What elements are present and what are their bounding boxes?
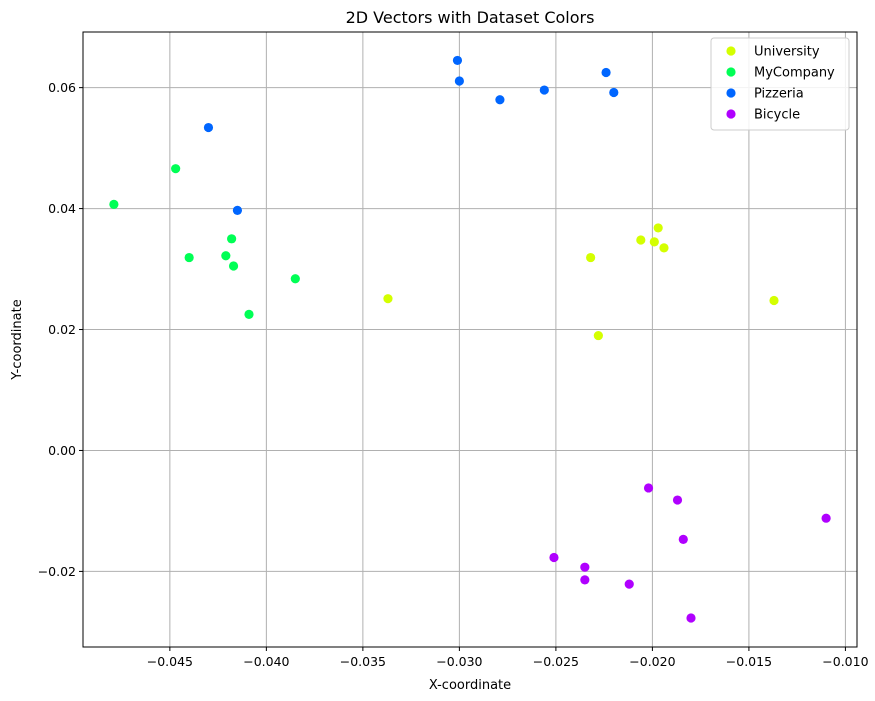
x-tick-label: −0.025 <box>533 654 579 669</box>
data-point-bicycle <box>821 513 831 523</box>
chart-title: 2D Vectors with Dataset Colors <box>346 8 595 27</box>
data-point-bicycle <box>580 562 590 572</box>
data-point-bicycle <box>678 534 688 544</box>
data-point-mycompany <box>109 199 119 209</box>
y-tick-label: −0.02 <box>38 564 76 579</box>
legend-label-university: University <box>754 45 820 60</box>
legend-marker-bicycle <box>726 109 736 119</box>
x-tick-label: −0.045 <box>147 654 193 669</box>
legend-marker-pizzeria <box>726 88 736 98</box>
data-point-mycompany <box>184 252 194 263</box>
data-point-university <box>586 252 596 263</box>
data-points <box>109 55 831 623</box>
data-point-mycompany <box>221 251 231 261</box>
data-point-pizzeria <box>203 122 214 133</box>
data-point-bicycle <box>624 579 634 589</box>
data-point-pizzeria <box>601 67 611 78</box>
data-point-university <box>593 330 603 341</box>
data-point-mycompany <box>290 274 300 284</box>
y-tick-label: 0.00 <box>48 443 76 458</box>
data-point-pizzeria <box>452 55 463 66</box>
x-tick-label: −0.010 <box>822 654 868 669</box>
legend-marker-mycompany <box>726 67 736 77</box>
data-point-mycompany <box>171 164 181 174</box>
data-point-university <box>653 223 663 233</box>
data-point-bicycle <box>686 613 696 623</box>
data-point-university <box>383 294 393 304</box>
legend-box <box>710 37 850 131</box>
y-axis-label: Y-coordinate <box>10 299 25 380</box>
axes-frame <box>82 31 858 648</box>
axis-ticks: −0.045 −0.040 −0.035 −0.030 −0.025 −0.020 −0.0… <box>38 80 869 669</box>
x-tick-label: −0.040 <box>243 654 289 669</box>
y-tick-label: 0.06 <box>48 80 76 95</box>
data-point-bicycle <box>672 495 683 505</box>
data-point-university <box>649 237 659 247</box>
data-point-bicycle <box>580 575 590 585</box>
data-point-pizzeria <box>539 85 549 95</box>
y-tick-label: 0.02 <box>48 322 76 337</box>
legend-marker-university <box>726 46 736 56</box>
data-point-mycompany <box>227 234 237 244</box>
data-point-pizzeria <box>609 87 619 98</box>
data-point-university <box>636 235 646 245</box>
data-point-university <box>769 295 779 306</box>
x-tick-label: −0.035 <box>340 654 386 669</box>
data-point-bicycle <box>549 552 559 563</box>
data-point-university <box>659 243 669 253</box>
data-point-mycompany <box>244 309 254 320</box>
x-tick-label: −0.030 <box>436 654 482 669</box>
legend-label-pizzeria: Pizzeria <box>754 87 804 102</box>
data-point-mycompany <box>228 261 239 271</box>
legend-label-bicycle: Bicycle <box>754 108 800 123</box>
data-point-bicycle <box>643 483 654 493</box>
legend: University MyCompany Pizzeria Bicycle <box>710 37 850 131</box>
x-axis-label: X-coordinate <box>429 678 511 693</box>
data-point-pizzeria <box>454 76 464 86</box>
legend-label-mycompany: MyCompany <box>754 66 835 81</box>
data-point-pizzeria <box>232 205 243 215</box>
x-tick-label: −0.015 <box>726 654 772 669</box>
x-tick-label: −0.020 <box>629 654 675 669</box>
grid-lines <box>83 32 857 647</box>
y-tick-label: 0.04 <box>48 201 76 216</box>
data-point-pizzeria <box>495 95 505 105</box>
